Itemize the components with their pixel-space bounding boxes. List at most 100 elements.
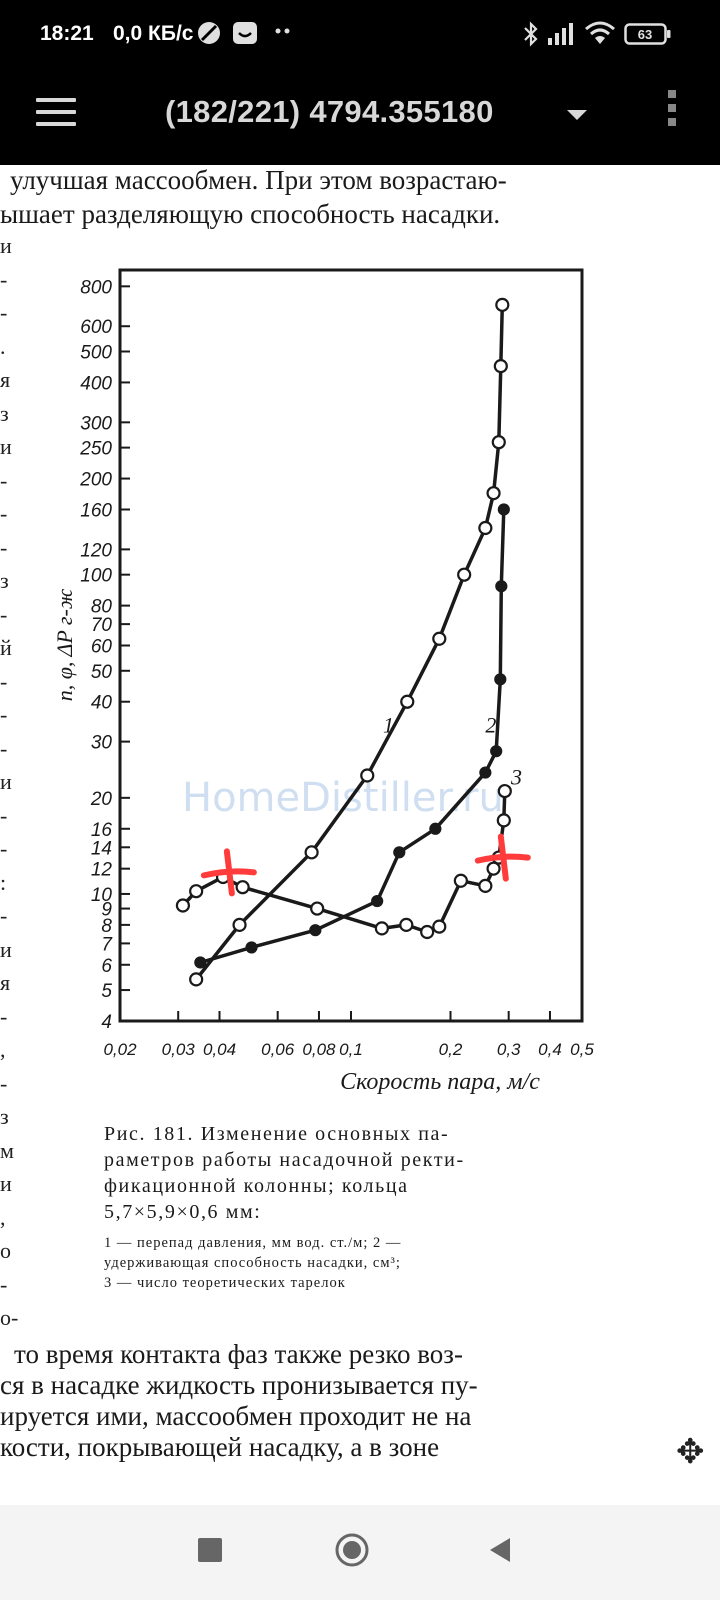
y-tick-label: 8: [101, 916, 112, 937]
y-tick-label: 5: [101, 981, 112, 1002]
margin-char: -: [0, 501, 8, 526]
y-tick-label: 120: [80, 540, 112, 561]
series-point-3: [432, 919, 447, 934]
wifi-icon: [584, 20, 616, 51]
series-point-1: [189, 972, 204, 987]
home-icon: [335, 1533, 369, 1567]
status-bar: 18:21 0,0 КБ/с 63: [0, 0, 720, 70]
more-dots-icon: [274, 24, 294, 43]
series-point-3: [453, 873, 468, 888]
app-bar: (182/221) 4794.355180: [0, 70, 720, 165]
margin-char: и: [0, 936, 12, 962]
series-point-2: [497, 503, 510, 516]
text-line: улучшая массообмен. При этом возрастаю-: [10, 165, 507, 195]
margin-char: ,: [0, 1204, 6, 1230]
legend-line: удерживающая способность насадки, см³;: [104, 1255, 401, 1271]
series-point-2: [490, 745, 503, 758]
series-point-1: [304, 845, 319, 860]
menu-icon: [36, 98, 76, 102]
back-button[interactable]: [480, 1530, 520, 1570]
series-point-1: [457, 567, 472, 582]
chart: n, φ, ΔP г-ж Скорость пара, м/с 0,02 0,03…: [52, 268, 594, 1095]
y-tick-label: 800: [80, 277, 112, 298]
x-tick-label: 0,03: [162, 1040, 196, 1059]
series-point-3: [399, 917, 414, 932]
y-tick-label: 70: [91, 615, 113, 636]
caption-line: Рис. 181. Изменение основных па-: [104, 1123, 450, 1145]
y-tick-label: 9: [101, 900, 112, 921]
dropdown-button[interactable]: [560, 98, 594, 132]
series-point-2: [429, 822, 442, 835]
move-icon[interactable]: ✥: [676, 1433, 705, 1471]
margin-char: м: [0, 1137, 14, 1163]
x-tick-label: 0,1: [339, 1040, 363, 1059]
margin-char: -: [0, 467, 8, 493]
text-line: кости, покрывающей насадку, а в зоне: [0, 1432, 440, 1462]
legend-line: 1 — перепад давления, мм вод. ст./м; 2 —: [104, 1235, 402, 1251]
caption-line: 5,7×5,9×0,6 мм:: [104, 1201, 262, 1223]
y-tick-label: 7: [101, 934, 113, 955]
margin-char: и: [0, 434, 12, 459]
y-tick-label: 50: [91, 662, 113, 683]
margin-char: -: [0, 668, 8, 694]
series-point-3: [310, 901, 325, 916]
x-tick-label: 0,02: [103, 1040, 137, 1059]
margin-char: -: [0, 1003, 8, 1029]
series-point-2: [495, 580, 508, 593]
series-line-3: [181, 791, 507, 934]
y-tick-label: 40: [91, 693, 113, 714]
margin-char: з: [0, 400, 9, 426]
y-tick-label: 250: [79, 439, 112, 460]
series-point-1: [400, 694, 415, 709]
margin-char: и: [0, 769, 12, 794]
home-button[interactable]: [332, 1530, 372, 1570]
series-point-3: [486, 861, 501, 876]
margin-char: -: [0, 702, 8, 727]
series-point-1: [360, 768, 375, 783]
series-point-2: [309, 924, 322, 937]
menu-button[interactable]: [36, 98, 76, 128]
y-tick-label: 4: [101, 1012, 112, 1033]
overflow-menu-icon: [668, 90, 676, 98]
margin-char: :: [0, 869, 7, 895]
series-point-1: [486, 486, 501, 501]
y-tick-label: 12: [91, 860, 113, 881]
y-tick-label: 60: [91, 637, 113, 658]
series-point-2: [371, 894, 384, 908]
margin-char: и: [0, 1171, 12, 1196]
y-tick-label: 20: [90, 789, 113, 810]
recent-apps-icon: [198, 1538, 222, 1562]
series-point-2: [194, 956, 207, 969]
margin-char: -: [0, 601, 8, 627]
series-point-2: [245, 941, 258, 954]
y-tick-label: 6: [101, 956, 112, 977]
series-point-2: [494, 673, 507, 686]
y-tick-label: 80: [91, 597, 113, 618]
document-page[interactable]: улучшая массообмен. При этом возрастаю- …: [0, 165, 720, 1505]
x-tick-label: 0,5: [570, 1040, 594, 1059]
series-point-3: [496, 813, 511, 828]
overflow-menu-button[interactable]: [660, 90, 684, 140]
no-disturb-icon: [196, 20, 222, 51]
y-tick-label: 400: [80, 373, 112, 394]
recent-apps-button[interactable]: [190, 1530, 230, 1570]
y-tick-label: 200: [79, 470, 112, 491]
battery-icon: 63: [624, 22, 672, 51]
series-point-3: [497, 783, 512, 799]
margin-char: -: [0, 1271, 8, 1297]
margin-char: й: [0, 635, 12, 660]
margin-char: -: [0, 903, 8, 928]
y-tick-label: 600: [80, 317, 112, 338]
text-line: ышает разделяющую способность насадки.: [0, 199, 501, 229]
y-tick-label: 30: [91, 733, 113, 754]
red-cross-mark: [200, 848, 257, 897]
margin-char: з: [0, 568, 9, 593]
chart-ylabel: n, φ, ΔP г-ж: [52, 588, 77, 701]
dropdown-arrow-icon: [567, 110, 587, 120]
series-point-1: [232, 917, 247, 932]
margin-char: -: [0, 534, 8, 560]
curve-label: 1: [383, 713, 394, 738]
x-tick-label: 0,06: [261, 1040, 295, 1059]
y-tick-label: 500: [80, 343, 112, 364]
y-tick-label: 300: [80, 413, 112, 434]
